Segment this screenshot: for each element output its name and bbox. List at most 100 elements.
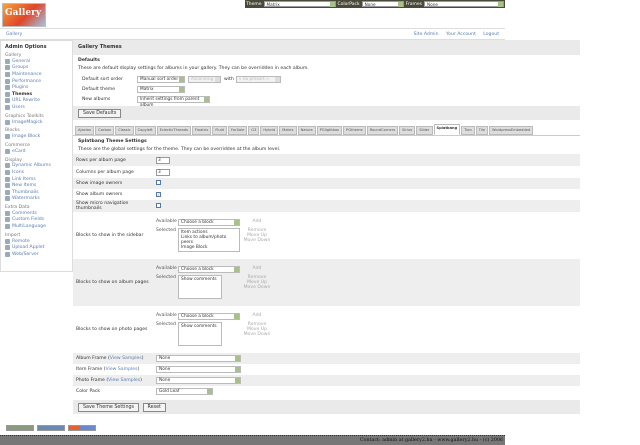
item-frame-select[interactable]: None [156,366,241,373]
album-owners-checkbox[interactable]: ✓ [156,191,161,197]
sidebar-item-thumbnails[interactable]: Thumbnails [5,189,68,196]
sidebar-item-image-block[interactable]: Image Block [5,133,68,140]
photo-frame-select[interactable]: None [156,377,241,384]
sidebar-item-themes[interactable]: Themes [5,91,68,98]
sidebar-item-users[interactable]: Users [5,104,68,111]
sidebar-item-upload-applet[interactable]: Upload Applet [5,244,68,251]
validator-badge[interactable] [6,425,34,431]
sidebar-item-performance[interactable]: Performance [5,78,68,85]
sidebar-item-plugins[interactable]: Plugins [5,84,68,91]
tab-fluid[interactable]: Fluid [212,126,227,135]
your-account-link[interactable]: Your Account [445,32,476,37]
album-available-select[interactable]: Choose a block [178,266,240,273]
photo-selected-list[interactable]: Show comments [178,322,222,346]
tab-forsale[interactable]: ForSale [227,126,248,135]
gallery-badge[interactable] [37,425,65,431]
remove-button[interactable]: Remove [247,322,267,327]
help-gallery-badge[interactable] [68,425,96,431]
sidebar-item-multilanguage[interactable]: MultiLanguage [5,223,68,230]
sidebar-item-url-rewrite[interactable]: URL Rewrite [5,98,68,105]
sort-direction-select[interactable]: Ascending [188,75,221,83]
reset-button[interactable]: Reset [142,403,166,412]
logout-link[interactable]: Logout [483,32,499,37]
frames-select[interactable]: None [424,1,505,7]
tab-carbon[interactable]: Carbon [95,126,115,135]
tab-tile[interactable]: Tile [475,126,489,135]
rows-input[interactable]: 3 [156,156,170,164]
tab-floatrix[interactable]: Floatrix [191,126,212,135]
sort-order-select[interactable]: Manual sort order [137,75,185,83]
breadcrumb-gallery[interactable]: Gallery [6,32,23,37]
new-albums-select[interactable]: Inherit settings from parent album [137,95,210,108]
add-button[interactable]: Add [252,219,262,224]
sidebar-item-new-items[interactable]: New Items [5,182,68,189]
columns-input[interactable]: 3 [156,168,170,176]
move-down-button[interactable]: Move Down [243,285,271,290]
sidebar-item-comments[interactable]: Comments [5,210,68,217]
tab-g3[interactable]: G3 [248,126,260,135]
presort-select[interactable]: « no presort » [235,75,281,83]
sidebar-item-watermarks[interactable]: Watermarks [5,196,68,203]
album-frame-select[interactable]: None [156,355,241,362]
colorpack-select[interactable]: None [361,1,404,7]
album-frame-label: Album Frame [76,356,107,361]
tab-roundcorners[interactable]: RoundCorners [366,126,399,135]
tab-splatbang[interactable]: Splatbang [433,124,461,135]
dynamic-albums-icon [5,163,10,169]
theme-switcher-bar: Theme Matrix ColorPack None Frames None [245,0,505,8]
view-samples-link[interactable]: View Samples [109,356,142,361]
sidebar-item-general[interactable]: General [5,58,68,65]
tab-slider[interactable]: Slider [416,126,433,135]
add-button[interactable]: Add [252,266,262,271]
tab-pgtheme[interactable]: PGtheme [343,126,366,135]
view-samples-link[interactable]: View Samples [105,367,138,372]
sidebar-selected-list[interactable]: Item actions Links to album/photo peers … [178,228,240,252]
sidebar-item-link-items[interactable]: Link Items [5,176,68,183]
image-owners-checkbox[interactable] [156,180,161,185]
sidebar-available-select[interactable]: Choose a block [178,219,240,226]
move-down-button[interactable]: Move Down [243,332,271,337]
sidebar-item-maintenance[interactable]: Maintenance [5,71,68,78]
move-up-button[interactable]: Move Up [246,280,268,285]
sidebar-item-label: Image Block [12,134,41,140]
move-up-button[interactable]: Move Up [246,327,268,332]
move-down-button[interactable]: Move Down [243,238,271,243]
sidebar-item-ecard[interactable]: eCard [5,148,68,155]
sidebar-item-custom-fields[interactable]: Custom Fields [5,217,68,224]
save-theme-settings-button[interactable]: Save Theme Settings [78,403,140,412]
add-button[interactable]: Add [252,313,262,318]
default-theme-select[interactable]: Matrix [137,85,185,93]
sidebar-item-remote[interactable]: Remote [5,238,68,245]
colorpack-label: ColorPack [337,1,360,7]
tab-nature[interactable]: Nature [297,126,316,135]
theme-select[interactable]: Matrix [263,1,336,7]
tab-pglightbox[interactable]: PGlightbox [316,126,343,135]
color-pack-select[interactable]: Gold Leaf [156,388,213,395]
view-samples-link[interactable]: View Samples [108,378,141,383]
sidebar-title: Admin Options [5,44,47,50]
remove-button[interactable]: Remove [247,275,267,280]
sidebar-group-label: Display [5,157,22,163]
tab-matrix[interactable]: Matrix [279,126,297,135]
photo-available-select[interactable]: Choose a block [178,313,240,320]
sidebar-item-groups[interactable]: Groups [5,65,68,72]
tab-eclecticthreads[interactable]: EclecticThreads [156,126,191,135]
sidebar-item-web-server[interactable]: Web/Server [5,251,68,258]
site-admin-link[interactable]: Site Admin [413,32,439,37]
tab-hybrid[interactable]: Hybrid [260,126,279,135]
tab-ajaxian[interactable]: Ajaxian [75,126,95,135]
sidebar-item-dynamic-albums[interactable]: Dynamic Albums [5,163,68,170]
micro-nav-checkbox[interactable] [156,202,161,208]
sidebar-item-imagemagick[interactable]: ImageMagick [5,119,68,126]
tab-classic[interactable]: Classic [115,126,134,135]
album-selected-list[interactable]: Show comments [178,275,222,299]
tab-copyleft[interactable]: Copyleft [134,126,156,135]
tab-wordpressembedded[interactable]: WordpressEmbedded [489,126,534,135]
move-up-button[interactable]: Move Up [246,233,268,238]
save-defaults-button[interactable]: Save Defaults [78,109,122,118]
sidebar-item-icons[interactable]: Icons [5,169,68,176]
tab-siriux[interactable]: Siriux [399,126,416,135]
gallery-logo[interactable]: Gallery [2,3,46,27]
remove-button[interactable]: Remove [247,228,267,233]
tab-tion[interactable]: Tion [461,126,475,135]
